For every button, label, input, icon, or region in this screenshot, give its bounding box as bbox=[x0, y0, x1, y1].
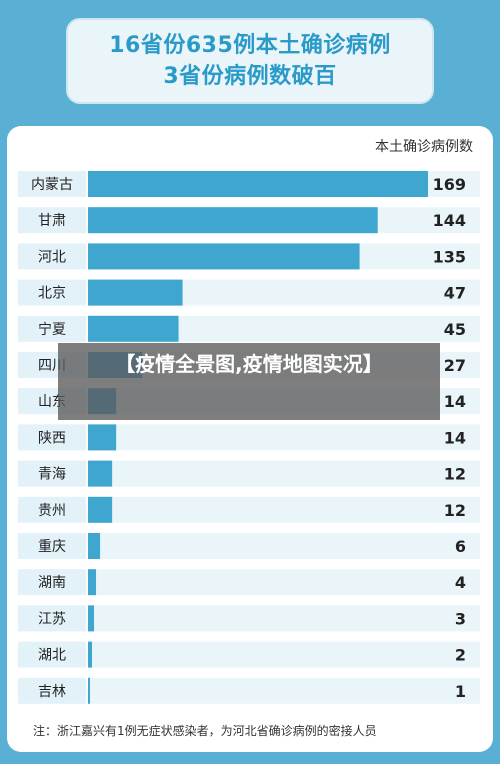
category-label: 北京 bbox=[38, 286, 66, 302]
bar bbox=[88, 677, 91, 704]
bar bbox=[88, 171, 428, 197]
bar-track bbox=[88, 533, 480, 559]
category-label-bg bbox=[18, 496, 86, 523]
bar bbox=[88, 243, 360, 270]
footnote: 注：浙江嘉兴有1例无症状感染者，为河北省确诊病例的密接人员 bbox=[33, 724, 377, 738]
category-label: 贵州 bbox=[38, 503, 66, 519]
category-label-bg bbox=[18, 605, 86, 632]
category-label: 河北 bbox=[38, 249, 66, 265]
value-label: 2 bbox=[455, 646, 466, 665]
bar bbox=[88, 460, 113, 487]
bar bbox=[88, 641, 93, 668]
category-label: 内蒙古 bbox=[31, 177, 73, 193]
bar bbox=[88, 605, 95, 632]
bar-track bbox=[88, 424, 480, 451]
category-label-bg bbox=[18, 243, 86, 270]
category-label-bg bbox=[18, 315, 86, 342]
bar bbox=[88, 315, 179, 342]
category-label: 湖北 bbox=[38, 648, 66, 664]
category-label-bg bbox=[18, 171, 86, 197]
value-label: 47 bbox=[444, 284, 466, 303]
category-label-bg bbox=[18, 641, 86, 668]
category-label: 重庆 bbox=[38, 539, 66, 555]
category-label: 陕西 bbox=[38, 430, 66, 446]
value-label: 3 bbox=[455, 609, 466, 628]
bar-track bbox=[88, 677, 480, 704]
bar bbox=[88, 279, 183, 306]
category-label-bg bbox=[18, 424, 86, 451]
category-label: 吉林 bbox=[38, 684, 66, 700]
bar-track bbox=[88, 605, 480, 632]
bar bbox=[88, 424, 117, 451]
overlay-banner-text: 【疫情全景图,疫情地图实况】 bbox=[115, 352, 383, 376]
value-label: 27 bbox=[444, 356, 466, 375]
value-label: 12 bbox=[444, 501, 466, 520]
category-label-bg bbox=[18, 279, 86, 306]
bar bbox=[88, 533, 101, 559]
category-label-bg bbox=[18, 460, 86, 487]
value-label: 12 bbox=[444, 465, 466, 484]
bar bbox=[88, 496, 113, 523]
category-label: 江苏 bbox=[38, 611, 66, 627]
value-label: 169 bbox=[433, 175, 466, 194]
value-label: 6 bbox=[455, 537, 466, 556]
value-label: 4 bbox=[455, 573, 466, 592]
bar-track bbox=[88, 460, 480, 487]
bar-track bbox=[88, 496, 480, 523]
category-label: 宁夏 bbox=[38, 321, 66, 338]
overlay-banner bbox=[58, 343, 440, 420]
value-label: 135 bbox=[433, 247, 466, 266]
bar-track bbox=[88, 641, 480, 668]
category-label: 湖南 bbox=[38, 575, 66, 591]
category-label-bg bbox=[18, 207, 86, 234]
title-banner: 16省份635例本土确诊病例 3省份病例数破百 bbox=[66, 18, 434, 104]
value-label: 1 bbox=[455, 682, 466, 701]
value-label: 45 bbox=[444, 320, 466, 339]
category-label-bg bbox=[18, 677, 86, 704]
category-label-bg bbox=[18, 533, 86, 559]
title-line-1: 16省份635例本土确诊病例 bbox=[109, 33, 391, 58]
category-label: 青海 bbox=[38, 467, 66, 483]
value-column-header: 本土确诊病例数 bbox=[375, 139, 473, 155]
bar-track bbox=[88, 569, 480, 596]
bar bbox=[88, 569, 97, 596]
bar bbox=[88, 207, 378, 234]
value-label: 144 bbox=[433, 211, 466, 230]
category-label: 甘肃 bbox=[38, 213, 66, 229]
category-label-bg bbox=[18, 569, 86, 596]
title-line-2: 3省份病例数破百 bbox=[163, 64, 337, 89]
value-label: 14 bbox=[444, 428, 466, 447]
value-label: 14 bbox=[444, 392, 466, 411]
